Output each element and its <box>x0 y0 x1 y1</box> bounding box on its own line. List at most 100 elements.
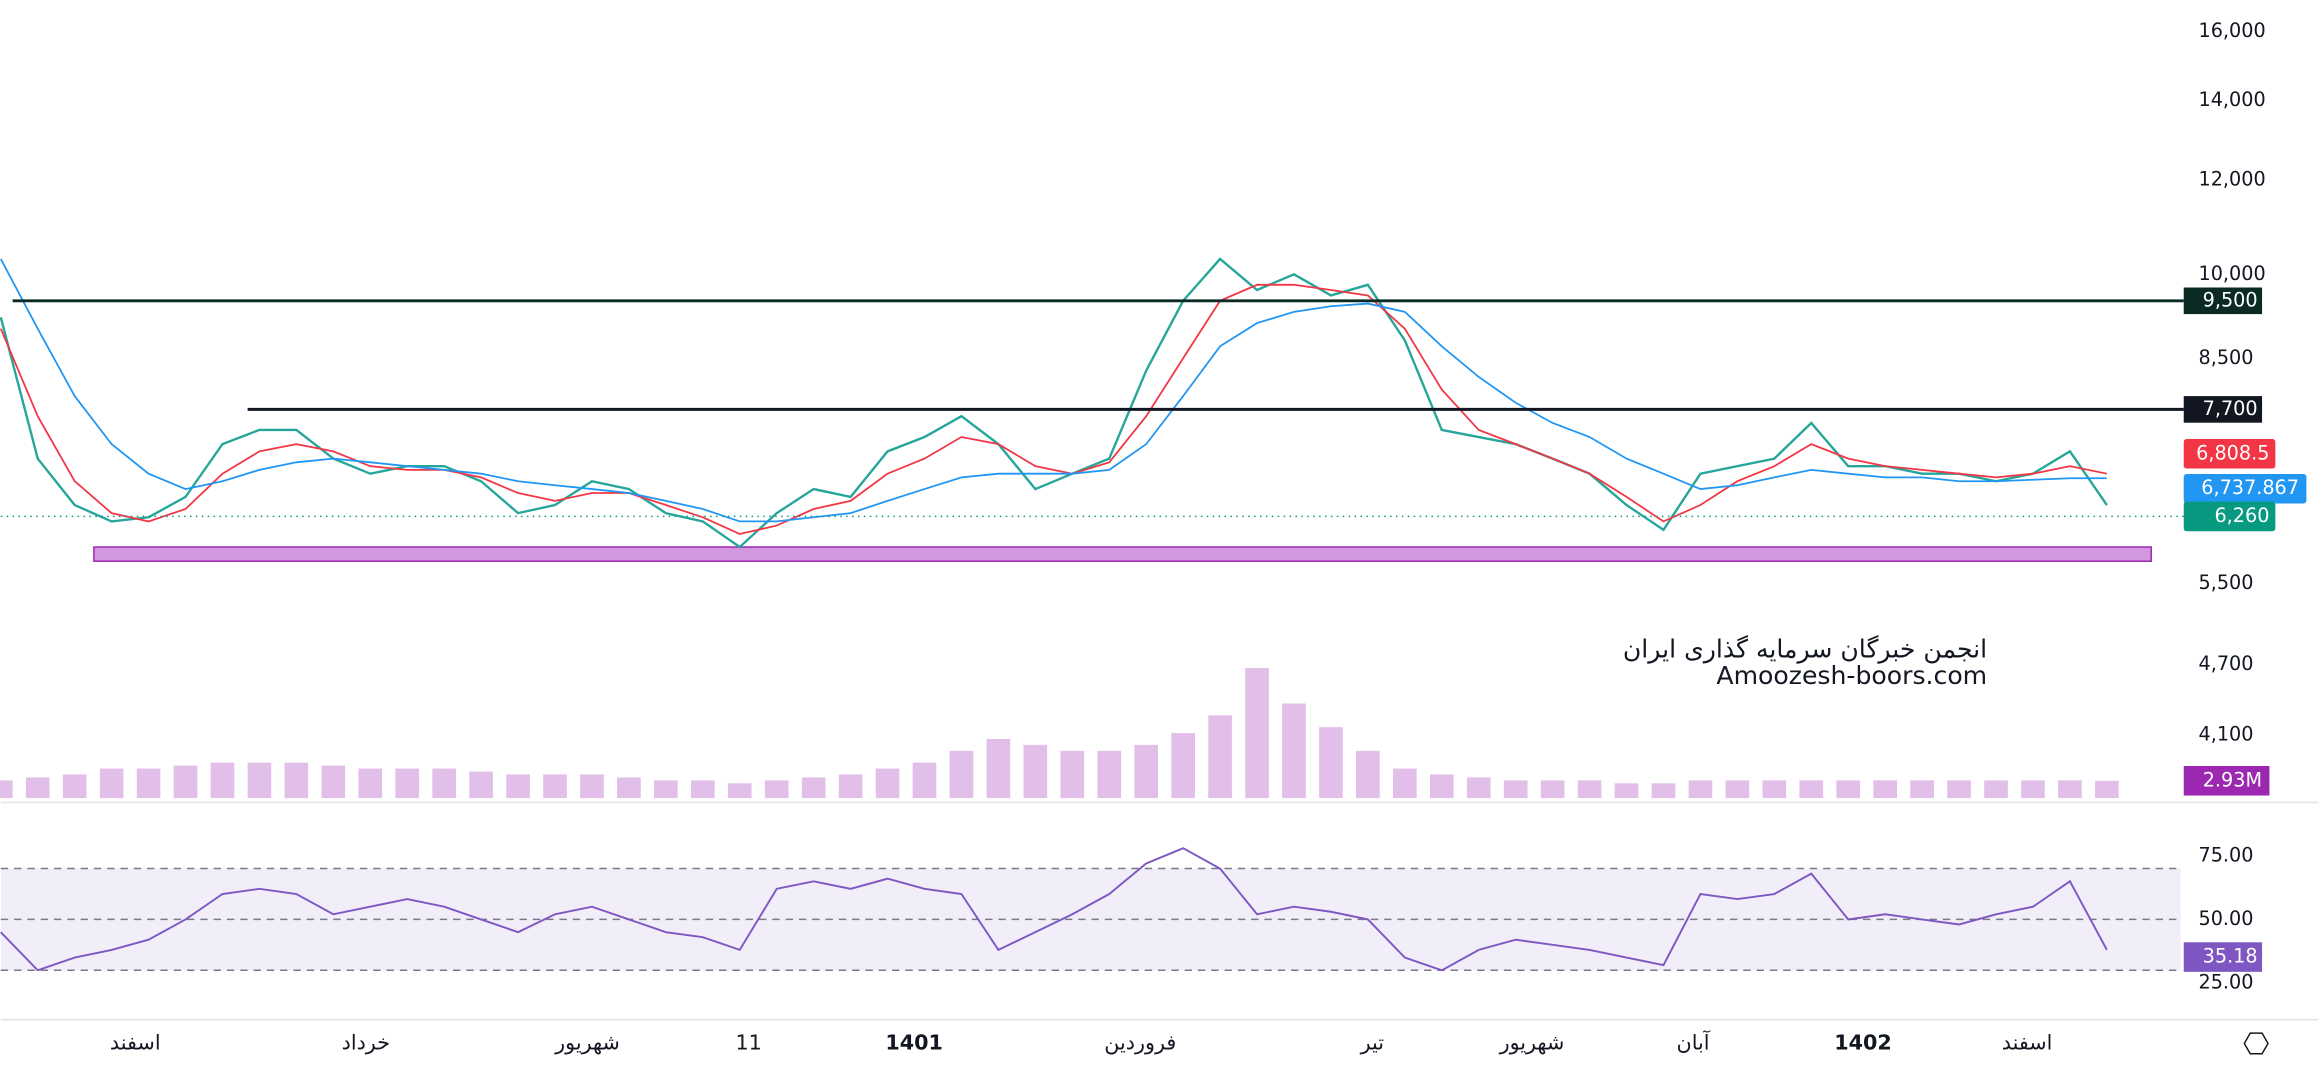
volume-bar <box>1208 715 1232 799</box>
price-label: 6,808.5 <box>2196 441 2269 464</box>
volume-bar <box>0 780 13 799</box>
rsi-tick-label: 50.00 <box>2199 907 2254 930</box>
x-tick-label: 1402 <box>1834 1030 1892 1054</box>
price-label: 6,260 <box>2214 504 2269 527</box>
level-label-box <box>2183 287 2263 315</box>
volume-bar <box>801 777 826 799</box>
watermark: انجمن خبرگان سرمایه گذاری ایران <box>1623 634 1987 664</box>
rsi-line <box>0 847 2108 972</box>
volume-bar <box>284 762 309 799</box>
volume-bar <box>543 774 567 799</box>
x-tick-label: 1401 <box>885 1030 943 1054</box>
volume-bar <box>1023 744 1048 799</box>
volume-bar <box>1725 780 1750 799</box>
volume-bar <box>1540 780 1565 799</box>
watermark: Amoozesh-boors.com <box>1716 661 1987 690</box>
volume-bar <box>469 771 493 799</box>
volume-bar <box>1799 780 1824 799</box>
volume-bar <box>1466 777 1491 799</box>
volume-bar <box>432 768 456 799</box>
x-tick-label: آبان <box>1677 1029 1711 1054</box>
y-tick-label: 8,500 <box>2199 346 2254 369</box>
volume-bar <box>62 774 87 799</box>
y-tick-label: 16,000 <box>2199 19 2266 42</box>
volume-bar <box>1910 780 1934 799</box>
volume-bar <box>690 780 715 799</box>
volume-bar <box>1171 733 1195 799</box>
y-tick-label: 12,000 <box>2199 168 2266 191</box>
volume-bar <box>395 768 420 799</box>
x-tick-label: خرداد <box>342 1030 390 1054</box>
level-label-box <box>2183 396 2263 423</box>
volume-bar <box>25 777 50 799</box>
y-tick-label: 5,500 <box>2199 571 2254 594</box>
volume-bar <box>1947 780 1971 799</box>
y-tick-label: 14,000 <box>2199 88 2266 111</box>
volume-bar <box>2021 780 2045 799</box>
x-tick-label: شهریور <box>554 1030 620 1054</box>
volume-bar <box>358 768 383 799</box>
volume-bar <box>727 783 752 799</box>
volume-bar <box>321 765 346 799</box>
price-line <box>0 257 2108 549</box>
volume-bar <box>173 765 198 799</box>
volume-bar <box>654 780 678 799</box>
price-label-box <box>2183 501 2276 532</box>
level-label: 7,700 <box>2203 397 2258 420</box>
volume-bar <box>1393 768 1417 799</box>
x-tick-label: اسفند <box>2002 1030 2053 1054</box>
volume-bar <box>1873 780 1898 799</box>
support-zone <box>93 546 2152 562</box>
rsi-label: 35.18 <box>2203 945 2258 968</box>
price-label: 6,737.867 <box>2201 476 2299 499</box>
volume-bar <box>1651 783 1676 799</box>
volume-bar <box>875 768 900 799</box>
volume-bar <box>1614 783 1639 799</box>
x-tick-label: 11 <box>735 1030 761 1054</box>
volume-label-box <box>2183 765 2270 796</box>
volume-bar <box>2095 780 2119 799</box>
y-tick-label: 4,700 <box>2199 652 2254 675</box>
volume-bar <box>1762 780 1787 799</box>
price-label-box <box>2183 439 2276 469</box>
x-tick-label: شهریور <box>1499 1030 1565 1054</box>
volume-bar <box>1688 780 1713 799</box>
volume-bar <box>1245 668 1269 799</box>
volume-bar <box>247 762 272 799</box>
volume-bar <box>99 768 124 799</box>
volume-bar <box>949 750 974 799</box>
volume-bar <box>1503 780 1528 799</box>
volume-bar <box>1836 780 1861 799</box>
volume-bar <box>136 768 161 799</box>
volume-bar <box>1097 750 1122 799</box>
x-tick-label: فروردین <box>1104 1030 1176 1054</box>
volume-bar <box>2058 780 2082 799</box>
volume-label: 2.93M <box>2203 768 2262 791</box>
volume-bar <box>764 780 789 799</box>
price-label-box <box>2183 473 2307 504</box>
volume-bar <box>506 774 530 799</box>
volume-bar <box>1984 780 2008 799</box>
volume-bar <box>838 774 863 799</box>
volume-bar <box>1577 780 1602 799</box>
y-tick-label: 10,000 <box>2199 262 2266 285</box>
price-line <box>0 258 2107 523</box>
settings-icon[interactable] <box>2243 1032 2269 1055</box>
volume-bar <box>1319 727 1343 799</box>
volume-bar <box>1282 703 1306 799</box>
volume-bar <box>912 762 937 799</box>
volume-bar <box>1060 750 1085 799</box>
volume-bar <box>1134 744 1159 799</box>
price-line <box>0 283 2108 535</box>
x-tick-label: اسفند <box>110 1030 161 1054</box>
volume-bar <box>580 774 604 799</box>
rsi-tick-label: 75.00 <box>2199 843 2254 866</box>
volume-bar <box>617 777 641 799</box>
volume-bar <box>210 762 235 799</box>
volume-bar <box>1356 750 1380 799</box>
volume-bar <box>1429 774 1454 799</box>
level-label: 9,500 <box>2203 288 2258 311</box>
y-tick-label: 4,100 <box>2199 723 2254 746</box>
rsi-tick-label: 25.00 <box>2199 970 2254 993</box>
